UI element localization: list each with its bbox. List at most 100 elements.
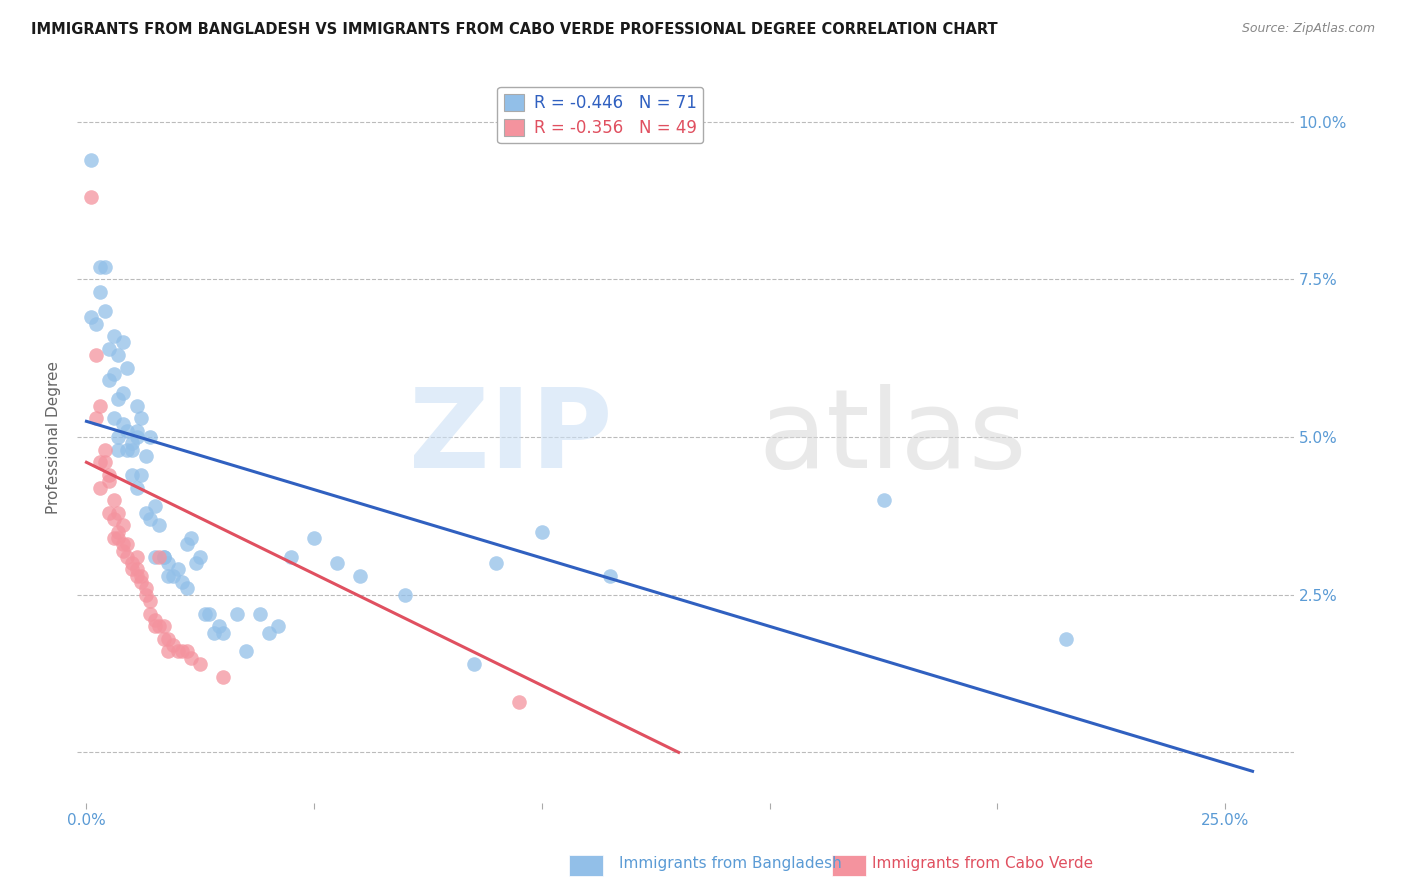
Point bbox=[93, 455, 115, 469]
Point bbox=[125, 569, 148, 583]
Legend: R = -0.446   N = 71, R = -0.356   N = 49: R = -0.446 N = 71, R = -0.356 N = 49 bbox=[498, 87, 703, 144]
Point bbox=[80, 153, 103, 167]
Point bbox=[153, 619, 176, 633]
Point bbox=[139, 430, 162, 444]
Point bbox=[129, 575, 152, 590]
Point bbox=[207, 619, 229, 633]
Point bbox=[98, 474, 121, 488]
Text: ZIP: ZIP bbox=[409, 384, 613, 491]
Point bbox=[98, 467, 121, 482]
Point bbox=[212, 670, 235, 684]
Point bbox=[117, 424, 139, 438]
Point bbox=[157, 556, 180, 570]
Point bbox=[139, 594, 162, 608]
Point bbox=[125, 424, 148, 438]
Point bbox=[188, 657, 211, 671]
Point bbox=[125, 430, 148, 444]
Point bbox=[530, 524, 553, 539]
Point bbox=[129, 569, 152, 583]
Point bbox=[143, 613, 166, 627]
Point bbox=[98, 506, 121, 520]
Point bbox=[80, 310, 103, 325]
Point bbox=[111, 518, 134, 533]
Text: atlas: atlas bbox=[758, 384, 1026, 491]
Point bbox=[1054, 632, 1077, 646]
Point bbox=[93, 442, 115, 457]
Point bbox=[157, 569, 180, 583]
Point bbox=[599, 569, 621, 583]
Text: IMMIGRANTS FROM BANGLADESH VS IMMIGRANTS FROM CABO VERDE PROFESSIONAL DEGREE COR: IMMIGRANTS FROM BANGLADESH VS IMMIGRANTS… bbox=[31, 22, 998, 37]
Point bbox=[84, 317, 107, 331]
Point bbox=[463, 657, 485, 671]
Point bbox=[176, 582, 198, 596]
Point bbox=[148, 549, 170, 564]
Point bbox=[107, 348, 129, 362]
Point bbox=[89, 399, 111, 413]
Point bbox=[111, 386, 134, 401]
Point bbox=[257, 625, 280, 640]
Point bbox=[280, 549, 302, 564]
Point bbox=[125, 481, 148, 495]
Text: Source: ZipAtlas.com: Source: ZipAtlas.com bbox=[1241, 22, 1375, 36]
Point bbox=[188, 549, 211, 564]
Point bbox=[121, 436, 143, 450]
Point bbox=[153, 549, 176, 564]
Point bbox=[129, 411, 152, 425]
Point bbox=[111, 335, 134, 350]
Point bbox=[176, 644, 198, 658]
Point bbox=[139, 607, 162, 621]
Point bbox=[129, 467, 152, 482]
Point bbox=[107, 392, 129, 407]
Point bbox=[172, 575, 194, 590]
Point bbox=[117, 360, 139, 375]
Point bbox=[103, 367, 125, 381]
Point bbox=[103, 512, 125, 526]
Point bbox=[93, 304, 115, 318]
Point bbox=[225, 607, 247, 621]
Point bbox=[107, 524, 129, 539]
Point bbox=[135, 449, 157, 463]
Point bbox=[89, 455, 111, 469]
Point bbox=[162, 638, 184, 652]
Point bbox=[103, 531, 125, 545]
Point bbox=[148, 518, 170, 533]
Point bbox=[107, 506, 129, 520]
Point bbox=[212, 625, 235, 640]
Point bbox=[117, 537, 139, 551]
Point bbox=[80, 190, 103, 204]
Point bbox=[508, 695, 530, 709]
Point bbox=[98, 342, 121, 356]
Point bbox=[135, 588, 157, 602]
Point bbox=[98, 373, 121, 387]
Point bbox=[135, 582, 157, 596]
Point bbox=[121, 467, 143, 482]
Point bbox=[89, 481, 111, 495]
Point bbox=[180, 650, 202, 665]
Point bbox=[176, 537, 198, 551]
Point bbox=[135, 506, 157, 520]
Point bbox=[121, 442, 143, 457]
Point bbox=[111, 537, 134, 551]
Point bbox=[166, 562, 188, 576]
Point bbox=[153, 632, 176, 646]
Point bbox=[93, 260, 115, 274]
Point bbox=[153, 549, 176, 564]
Point bbox=[125, 562, 148, 576]
Point bbox=[107, 442, 129, 457]
Point bbox=[302, 531, 325, 545]
Point bbox=[180, 531, 202, 545]
Point bbox=[84, 411, 107, 425]
Point bbox=[103, 329, 125, 343]
Point bbox=[235, 644, 257, 658]
Point bbox=[148, 619, 170, 633]
Point bbox=[157, 632, 180, 646]
Point bbox=[111, 543, 134, 558]
Point bbox=[349, 569, 371, 583]
Y-axis label: Professional Degree: Professional Degree bbox=[46, 360, 62, 514]
Point bbox=[143, 500, 166, 514]
Point bbox=[157, 644, 180, 658]
Point bbox=[111, 417, 134, 432]
Point bbox=[394, 588, 416, 602]
Point bbox=[194, 607, 217, 621]
Point bbox=[143, 549, 166, 564]
